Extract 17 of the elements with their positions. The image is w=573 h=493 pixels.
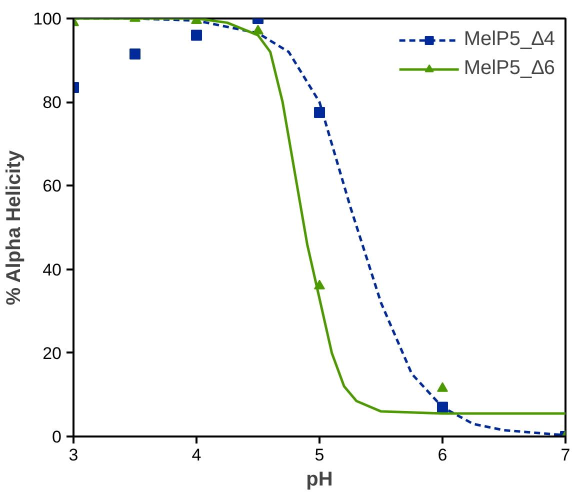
x-tick-label: 3 xyxy=(68,446,78,464)
legend-label: MelP5_∆6 xyxy=(464,57,555,80)
y-tick-label: 60 xyxy=(42,176,62,196)
y-tick-label: 0 xyxy=(52,428,62,446)
x-tick-label: 6 xyxy=(438,446,448,464)
y-axis-title: % Alpha Helicity xyxy=(3,150,26,306)
x-tick-label: 4 xyxy=(192,446,202,464)
y-tick-label: 100 xyxy=(33,10,62,28)
y-tick-label: 20 xyxy=(42,344,62,363)
y-tick-label: 80 xyxy=(42,93,62,112)
legend-label: MelP5_∆4 xyxy=(464,28,555,51)
point xyxy=(191,30,202,41)
x-tick-label: 7 xyxy=(560,446,570,464)
x-axis-title: pH xyxy=(306,468,333,490)
x-tick-label: 5 xyxy=(314,446,324,464)
y-tick-label: 40 xyxy=(42,260,62,280)
point xyxy=(130,48,140,60)
